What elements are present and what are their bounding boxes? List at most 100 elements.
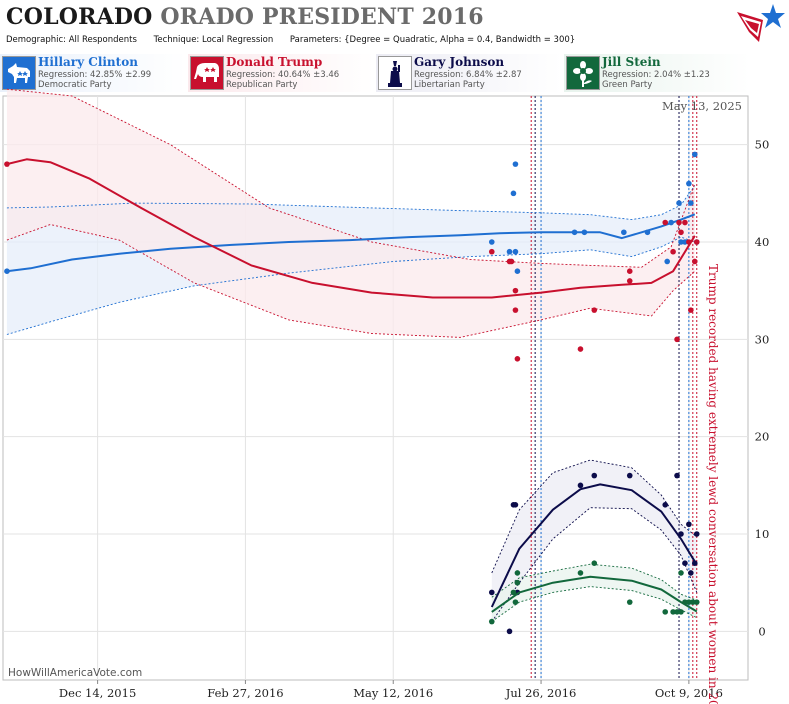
- watermark: HowWillAmericaVote.com: [8, 667, 142, 679]
- poll-point-3-7: [626, 599, 633, 605]
- poll-point-1-9: [626, 268, 633, 275]
- chart-header: COLORADO ORADO PRESIDENT 2016 Demographi…: [0, 0, 789, 52]
- poll-point-3-15: [693, 599, 700, 605]
- legend-name-stein: Jill Stein: [602, 55, 661, 69]
- demographic-text: Demographic: All Respondents: [6, 35, 137, 45]
- date-stamp: May 13, 2025: [662, 99, 742, 113]
- event-annotation: Trump recorded having extremely lewd con…: [706, 264, 720, 704]
- poll-point-1-16: [686, 239, 692, 245]
- lower-bound-0: [6, 236, 695, 335]
- legend-name-clinton: Hillary Clinton: [38, 55, 138, 69]
- poll-point-3-13: [686, 599, 692, 605]
- legend-regression-johnson: Regression: 6.84% ±2.87: [414, 70, 522, 80]
- statue-of-liberty-icon: [378, 56, 412, 90]
- poll-point-2-0: [488, 589, 495, 596]
- elephant-icon: [190, 56, 224, 90]
- poll-point-1-8: [591, 307, 598, 313]
- poll-point-1-3: [508, 258, 515, 265]
- x-tick-label-2: May 12, 2016: [353, 686, 433, 700]
- poll-point-3-14: [690, 599, 696, 605]
- regression-line-3: [491, 575, 698, 613]
- poll-point-1-17: [688, 307, 694, 313]
- poll-point-3-12: [682, 599, 688, 605]
- poll-point-3-9: [670, 609, 676, 615]
- poll-point-1-12: [670, 248, 676, 255]
- legend-name-trump: Donald Trump: [226, 55, 323, 69]
- poll-point-1-11: [662, 219, 669, 226]
- x-tick-label-4: Oct 9, 2016: [655, 686, 723, 700]
- confidence-band-3: [491, 564, 697, 622]
- lower-bound-1: [6, 224, 696, 338]
- poll-point-0-15: [682, 239, 688, 245]
- lower-bound-2: [491, 507, 698, 622]
- candidate-legend: Hillary Clinton Regression: 42.85% ±2.99…: [0, 54, 789, 94]
- poll-point-3-1: [510, 589, 517, 596]
- title-race: ORADO PRESIDENT 2016: [160, 4, 484, 30]
- legend-item-clinton: Hillary Clinton Regression: 42.85% ±2.99…: [0, 54, 186, 92]
- poll-point-0-18: [691, 151, 698, 158]
- legend-party-trump: Republican Party: [226, 80, 298, 90]
- poll-point-3-8: [662, 609, 669, 615]
- poll-point-1-10: [626, 278, 633, 284]
- x-tick-label-3: Jul 26, 2016: [505, 686, 577, 700]
- poll-point-3-2: [512, 599, 519, 605]
- poll-point-0-12: [668, 219, 674, 226]
- poll-point-3-11: [678, 570, 684, 576]
- poll-point-3-16: [678, 609, 684, 615]
- poll-point-2-6: [577, 482, 584, 489]
- parameters-text: Parameters: {Degree = Quadratic, Alpha =…: [289, 35, 576, 45]
- legend-item-trump: Donald Trump Regression: 40.64% ±3.46 Re…: [188, 54, 374, 92]
- legend-party-clinton: Democratic Party: [38, 80, 112, 90]
- poll-point-3-5: [577, 570, 584, 576]
- poll-point-1-0: [4, 161, 10, 167]
- sunflower-icon: [566, 56, 600, 90]
- legend-party-stein: Green Party: [602, 80, 653, 90]
- poll-point-3-6: [591, 560, 598, 566]
- poll-point-3-4: [514, 579, 521, 586]
- poll-point-0-2: [506, 248, 513, 255]
- poll-point-0-10: [644, 229, 651, 236]
- poll-point-2-14: [688, 570, 694, 576]
- lower-bound-3: [491, 586, 697, 622]
- poll-point-2-15: [691, 560, 698, 566]
- y-tick-label-0: 0: [758, 624, 765, 638]
- poll-point-0-11: [664, 258, 670, 265]
- legend-item-stein: Jill Stein Regression: 2.04% ±1.23 Green…: [564, 54, 750, 92]
- y-tick-label-10: 10: [755, 527, 770, 541]
- legend-regression-trump: Regression: 40.64% ±3.46: [226, 70, 340, 80]
- x-tick-label-1: Feb 27, 2016: [207, 686, 283, 700]
- poll-point-1-14: [678, 229, 684, 236]
- poll-point-2-10: [674, 472, 680, 479]
- chart-parameters: Demographic: All Respondents Technique: …: [6, 35, 589, 45]
- poll-point-2-8: [626, 472, 633, 479]
- confidence-band-1: [6, 89, 695, 338]
- chart-title: COLORADO ORADO PRESIDENT 2016: [6, 4, 484, 30]
- poll-point-2-12: [682, 560, 688, 566]
- poll-point-2-13: [686, 521, 692, 528]
- poll-point-0-0: [4, 268, 10, 275]
- poll-point-2-1: [506, 628, 513, 635]
- poll-point-1-7: [577, 346, 584, 352]
- poll-point-0-14: [678, 239, 684, 245]
- poll-point-0-5: [512, 248, 519, 255]
- poll-point-1-13: [676, 219, 682, 226]
- poll-point-1-4: [512, 307, 519, 313]
- poll-point-0-3: [510, 190, 517, 197]
- poll-point-1-6: [514, 356, 521, 362]
- poll-point-0-17: [688, 200, 694, 206]
- regression-line-1: [6, 158, 696, 299]
- legend-item-johnson: Gary Johnson Regression: 6.84% ±2.87 Lib…: [376, 54, 562, 92]
- poll-point-3-10: [674, 609, 680, 615]
- poll-point-2-16: [693, 531, 700, 537]
- poll-point-3-3: [514, 570, 521, 576]
- site-logo-icon: [737, 4, 785, 42]
- poll-point-0-9: [621, 229, 627, 236]
- legend-regression-clinton: Regression: 42.85% ±2.99: [38, 70, 152, 80]
- regression-line-2: [490, 483, 698, 608]
- poll-point-1-20: [674, 336, 680, 343]
- upper-bound-1: [6, 88, 696, 268]
- poll-point-0-16: [686, 180, 692, 187]
- y-tick-label-20: 20: [755, 430, 770, 444]
- poll-point-0-1: [488, 239, 495, 245]
